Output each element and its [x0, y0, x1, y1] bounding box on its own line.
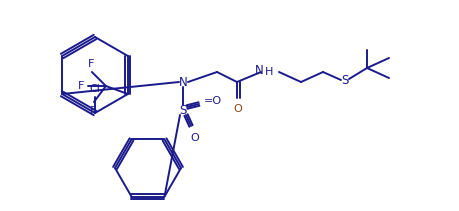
Text: N: N: [178, 76, 187, 88]
Text: O: O: [233, 104, 242, 114]
Text: F: F: [88, 59, 94, 69]
Text: O: O: [190, 133, 199, 143]
Text: H: H: [264, 67, 273, 77]
Text: F: F: [90, 106, 96, 116]
Text: S: S: [341, 73, 348, 87]
Text: S: S: [179, 104, 186, 116]
Text: =O: =O: [203, 96, 222, 106]
Text: F: F: [78, 81, 84, 91]
Text: N: N: [254, 65, 263, 77]
Text: Cl: Cl: [90, 84, 100, 94]
